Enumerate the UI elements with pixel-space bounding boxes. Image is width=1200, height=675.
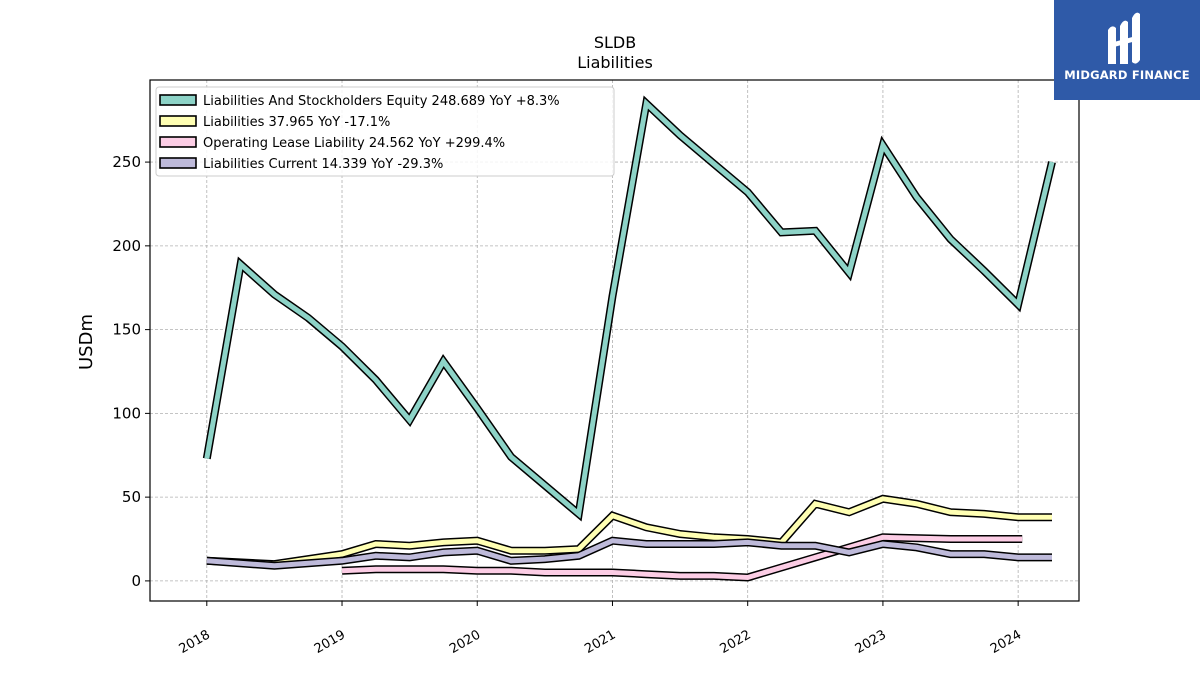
y-axis-label: USDm [76, 314, 97, 370]
legend-label-operating-lease-liability: Operating Lease Liability 24.562 YoY +29… [203, 136, 505, 151]
y-tick-label: 50 [122, 488, 141, 506]
legend-label-liabilities: Liabilities 37.965 YoY -17.1% [203, 115, 390, 130]
legend-box [155, 86, 615, 177]
legend-swatch-liabilities-current [159, 157, 197, 169]
x-tick-label: 2019 [312, 627, 348, 657]
legend-swatch-operating-lease-liability [159, 136, 197, 148]
y-tick-label: 200 [112, 237, 141, 255]
x-tick-label: 2018 [177, 627, 213, 657]
x-tick-label: 2022 [718, 627, 754, 657]
y-tick-label: 150 [112, 321, 141, 339]
brand-logo: MIDGARD FINANCE [1054, 0, 1200, 100]
series-line-liabilities [206, 496, 1052, 567]
legend-swatch-liabilities [159, 115, 197, 127]
series-line-liabilities-current [206, 538, 1052, 569]
series-line-liabilities-and-stockholders-equity [204, 98, 1055, 519]
legend-label-liabilities-and-stockholders-equity: Liabilities And Stockholders Equity 248.… [203, 94, 560, 109]
midgard-logo-icon [1108, 12, 1140, 65]
x-tick-label: 2020 [447, 627, 483, 657]
series-line-operating-lease-liability [341, 534, 1023, 581]
brand-name: MIDGARD FINANCE [1064, 68, 1190, 82]
x-tick-label: 2023 [853, 627, 889, 657]
series-layer [202, 95, 1056, 582]
x-tick-label: 2024 [988, 627, 1024, 657]
y-tick-label: 100 [112, 404, 141, 422]
y-tick-label: 0 [131, 572, 141, 590]
plot-frame [149, 79, 1080, 602]
ticks: 2018 2019 2020 2021 2022 2023 2024 0 50 100 150 200… [112, 153, 1024, 657]
x-tick-label: 2021 [582, 627, 618, 657]
chart-subtitle: Liabilities [577, 53, 653, 72]
legend-label-liabilities-current: Liabilities Current 14.339 YoY -29.3% [203, 157, 443, 172]
chart-title: SLDB [594, 33, 636, 52]
legend-swatch-liabilities-and-stockholders-equity [159, 94, 197, 106]
y-tick-label: 250 [112, 153, 141, 171]
legend: Liabilities And Stockholders Equity 248.… [155, 86, 615, 177]
